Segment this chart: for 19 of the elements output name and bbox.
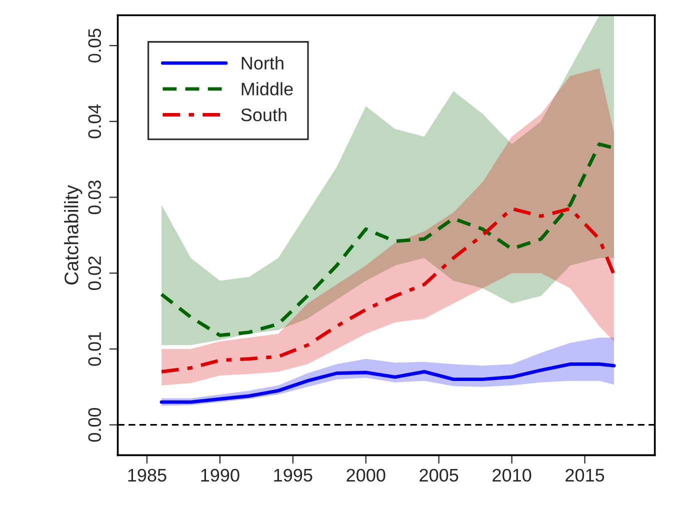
x-tick-label: 2005 (420, 468, 458, 482)
y-tick-label: 0.03 (88, 180, 102, 214)
x-tick-label: 1985 (128, 468, 166, 482)
y-tick-label: 0.02 (88, 256, 102, 290)
x-tick-label: 2015 (566, 468, 604, 482)
x-tick-label: 1995 (274, 468, 312, 482)
y-tick-label: 0.05 (88, 28, 102, 62)
legend-label: Middle (242, 82, 293, 96)
x-tick-label: 2010 (492, 468, 532, 482)
legend-label: South (241, 108, 286, 122)
x-tick-label: 2000 (346, 468, 386, 482)
y-tick-label: 0.01 (88, 332, 102, 366)
legend-label: North (242, 56, 284, 70)
y-tick-label: 0.04 (88, 104, 102, 138)
y-axis-title: Catchability (64, 184, 82, 284)
line-series (160, 362, 616, 404)
y-tick-label: 0.00 (88, 408, 102, 442)
line-series (160, 206, 616, 374)
x-tick-label: 1990 (201, 468, 240, 482)
